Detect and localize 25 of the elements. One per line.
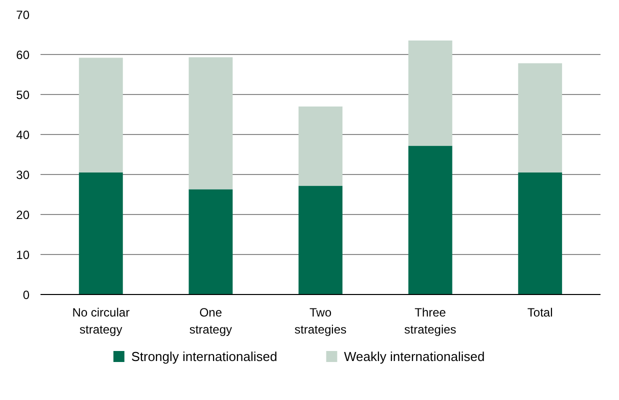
y-tick-label: 40 [16,128,30,142]
x-tick-label: Total [527,306,553,320]
legend-label: Weakly internationalised [344,349,485,364]
y-tick-label: 20 [16,208,30,222]
x-tick-label: No circular strategy [72,306,130,336]
bar [188,57,233,190]
bar [78,58,123,172]
x-tick-label: Two strategies [294,306,347,336]
bar [408,40,452,146]
y-tick-label: 30 [16,168,30,182]
x-tick-label: One strategy [189,306,232,336]
legend-label: Strongly internationalised [131,349,278,364]
bar [408,146,452,294]
y-tick-label: 50 [16,88,30,102]
bar [78,172,123,294]
bar [298,106,342,186]
y-tick-label: 10 [16,248,30,262]
y-tick-label: 70 [16,8,30,22]
y-tick-label: 60 [16,48,30,62]
bar [188,189,233,294]
x-tick-label: Three strategies [404,306,456,336]
bar [518,172,562,294]
y-tick-label: 0 [22,288,30,302]
bar [518,63,562,172]
bar [298,186,342,294]
